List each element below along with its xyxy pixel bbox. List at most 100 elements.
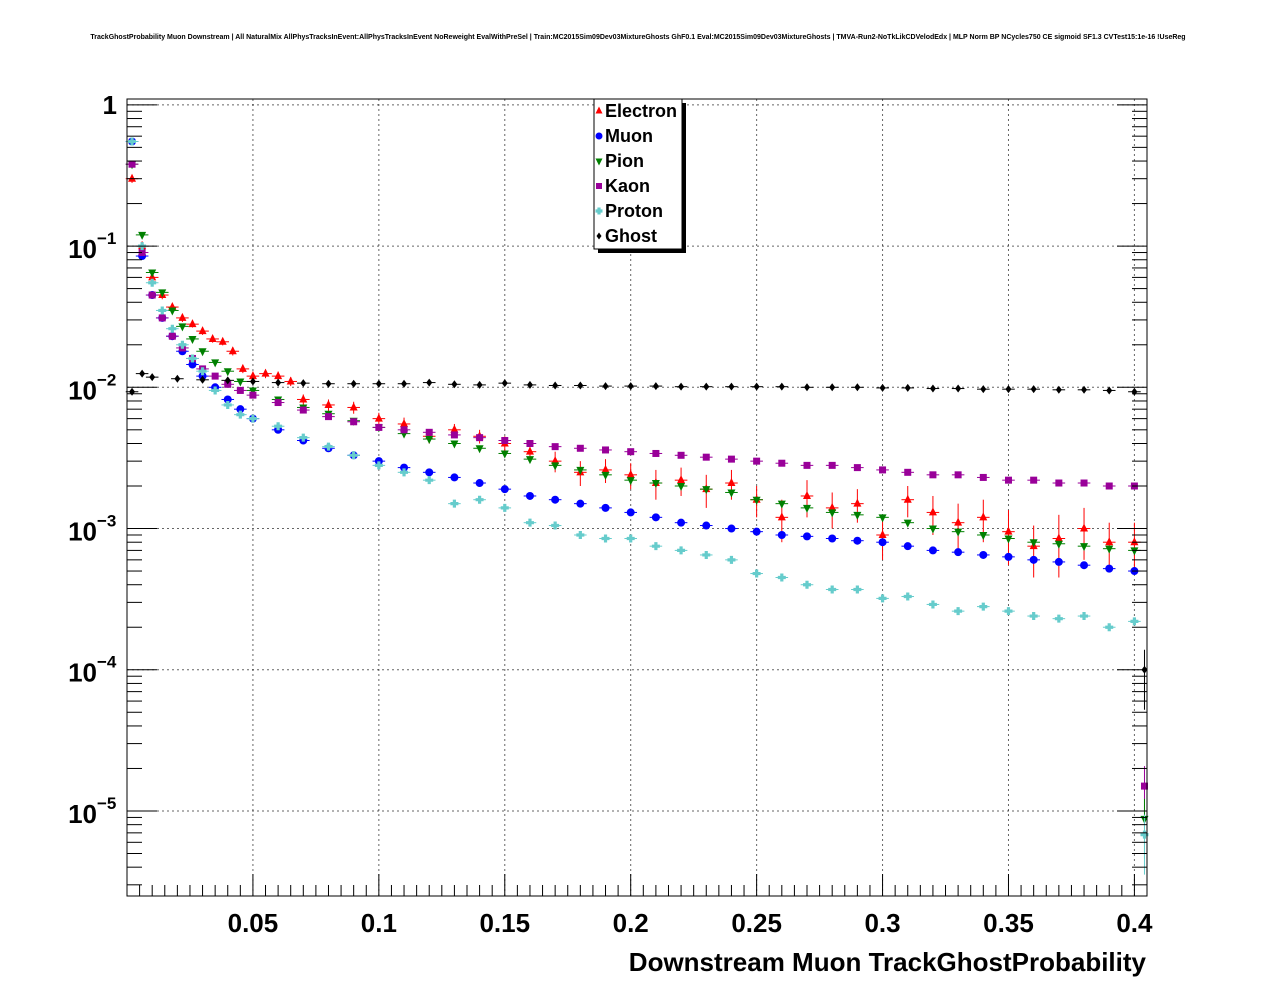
series-ghost xyxy=(125,369,1141,396)
data-point xyxy=(224,376,231,385)
data-point xyxy=(1105,482,1113,490)
data-point xyxy=(228,346,237,355)
data-point xyxy=(551,521,560,530)
data-point xyxy=(1105,623,1114,632)
data-point xyxy=(236,378,245,387)
data-point xyxy=(324,399,333,408)
data-point xyxy=(400,468,409,477)
data-point xyxy=(1080,543,1089,552)
data-point xyxy=(526,380,533,389)
data-point xyxy=(450,424,459,433)
data-point xyxy=(576,530,585,539)
data-point xyxy=(753,457,761,465)
data-point xyxy=(274,371,283,380)
series-electron xyxy=(125,173,1141,578)
data-point xyxy=(198,326,207,335)
legend-label-proton: Proton xyxy=(605,201,663,221)
data-point xyxy=(576,499,585,508)
data-point xyxy=(158,306,167,315)
data-point xyxy=(1004,552,1013,561)
data-point xyxy=(903,542,912,551)
y-tick-label: 10 xyxy=(68,658,97,688)
data-point xyxy=(954,548,963,557)
data-point xyxy=(525,491,534,500)
data-point xyxy=(299,406,307,414)
data-point xyxy=(450,431,458,439)
data-point xyxy=(651,480,660,489)
data-point xyxy=(979,602,988,611)
data-point xyxy=(475,445,484,454)
data-point xyxy=(601,534,610,543)
data-point xyxy=(178,312,187,321)
data-point xyxy=(979,473,987,481)
data-point xyxy=(211,386,220,395)
legend-marker-kaon xyxy=(596,183,602,189)
data-point xyxy=(853,498,862,507)
data-point xyxy=(904,383,911,392)
data-point xyxy=(576,466,585,475)
data-point xyxy=(425,468,434,477)
data-point xyxy=(677,518,686,527)
data-point xyxy=(928,507,937,516)
data-point xyxy=(158,289,167,298)
legend-marker-muon xyxy=(595,132,603,140)
data-point xyxy=(525,446,534,455)
y-tick-exponent: −1 xyxy=(97,229,116,248)
legend-label-ghost: Ghost xyxy=(605,226,657,246)
data-point xyxy=(878,538,887,547)
data-point xyxy=(199,375,206,384)
data-point xyxy=(1054,533,1063,542)
data-point xyxy=(1080,561,1089,570)
data-point xyxy=(752,496,761,505)
data-point xyxy=(828,502,837,511)
data-point xyxy=(903,519,912,528)
data-point xyxy=(778,382,785,391)
data-point xyxy=(929,384,936,393)
data-point xyxy=(1130,537,1139,546)
data-point xyxy=(1055,385,1062,394)
data-point xyxy=(1029,612,1038,621)
data-point xyxy=(1105,545,1114,554)
data-point xyxy=(1054,540,1063,549)
data-point xyxy=(500,503,509,512)
data-point xyxy=(626,534,635,543)
data-point xyxy=(955,384,962,393)
data-point xyxy=(236,405,245,414)
data-point xyxy=(928,546,937,555)
legend-label-electron: Electron xyxy=(605,101,677,121)
data-point xyxy=(727,555,736,564)
data-point xyxy=(400,426,408,434)
data-point xyxy=(804,383,810,392)
data-point xyxy=(777,530,786,539)
data-point xyxy=(677,483,686,492)
x-axis-title: Downstream Muon TrackGhostProbability xyxy=(629,947,1147,977)
data-point xyxy=(1106,386,1113,395)
data-point xyxy=(299,394,308,403)
data-point xyxy=(878,514,887,523)
data-point xyxy=(879,466,887,474)
data-point xyxy=(148,291,156,299)
data-point xyxy=(828,461,836,469)
data-point xyxy=(1004,526,1013,535)
data-point xyxy=(803,504,811,513)
legend-label-pion: Pion xyxy=(605,151,644,171)
data-point xyxy=(1030,476,1038,484)
data-point xyxy=(208,333,217,342)
data-point xyxy=(828,509,837,518)
y-tick-exponent: −5 xyxy=(97,794,116,813)
data-point xyxy=(1004,607,1013,616)
data-point xyxy=(476,380,483,389)
data-point xyxy=(500,450,509,459)
data-point xyxy=(626,469,635,478)
data-point xyxy=(727,455,735,463)
data-point xyxy=(148,269,157,278)
data-point xyxy=(350,379,357,388)
data-point xyxy=(601,503,610,512)
data-point xyxy=(1055,479,1063,487)
y-tick-label: 1 xyxy=(103,90,117,120)
data-point xyxy=(249,377,256,386)
data-point xyxy=(1054,614,1063,623)
data-point xyxy=(249,391,257,399)
data-point xyxy=(777,500,786,509)
data-point xyxy=(928,525,937,534)
